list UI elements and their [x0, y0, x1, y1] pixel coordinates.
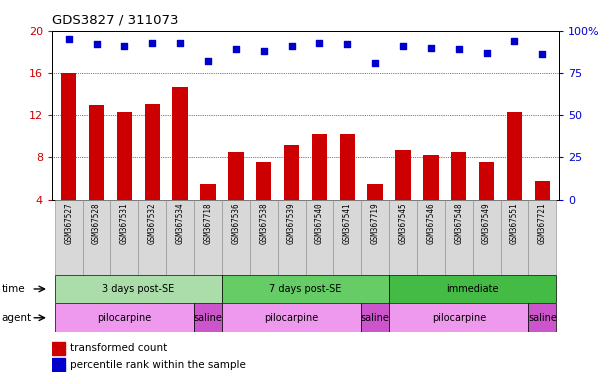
- Bar: [389, 303, 529, 332]
- Bar: [222, 303, 361, 332]
- Text: GSM367545: GSM367545: [398, 202, 408, 243]
- Bar: [250, 200, 277, 275]
- Text: agent: agent: [1, 313, 31, 323]
- Bar: [55, 275, 222, 303]
- Point: [454, 46, 464, 52]
- Bar: [89, 104, 104, 200]
- Text: GSM367718: GSM367718: [203, 202, 213, 243]
- Bar: [535, 181, 550, 200]
- Bar: [473, 200, 500, 275]
- Point: [398, 43, 408, 49]
- Point: [510, 38, 519, 44]
- Point: [231, 46, 241, 52]
- Bar: [389, 275, 556, 303]
- Bar: [277, 200, 306, 275]
- Bar: [55, 200, 82, 275]
- Bar: [172, 87, 188, 200]
- Bar: [451, 152, 466, 200]
- Bar: [222, 200, 250, 275]
- Bar: [417, 200, 445, 275]
- Text: GSM367551: GSM367551: [510, 202, 519, 243]
- Text: GSM367719: GSM367719: [371, 202, 379, 243]
- Bar: [445, 200, 473, 275]
- Text: saline: saline: [194, 313, 222, 323]
- Text: immediate: immediate: [447, 284, 499, 294]
- Text: GSM367538: GSM367538: [259, 202, 268, 243]
- Text: transformed count: transformed count: [70, 343, 167, 353]
- Text: time: time: [1, 284, 25, 294]
- Point: [120, 43, 130, 49]
- Point: [287, 43, 296, 49]
- Point: [203, 58, 213, 64]
- Point: [426, 45, 436, 51]
- Text: GSM367721: GSM367721: [538, 202, 547, 243]
- Bar: [395, 150, 411, 200]
- Text: GSM367528: GSM367528: [92, 202, 101, 243]
- Bar: [111, 200, 138, 275]
- Bar: [284, 145, 299, 200]
- Text: 7 days post-SE: 7 days post-SE: [269, 284, 342, 294]
- Bar: [361, 303, 389, 332]
- Text: saline: saline: [528, 313, 557, 323]
- Point: [315, 40, 324, 46]
- Text: GSM367540: GSM367540: [315, 202, 324, 243]
- Text: GSM367532: GSM367532: [148, 202, 157, 243]
- Text: 3 days post-SE: 3 days post-SE: [102, 284, 174, 294]
- Text: pilocarpine: pilocarpine: [265, 313, 319, 323]
- Bar: [52, 358, 65, 371]
- Bar: [145, 104, 160, 200]
- Bar: [340, 134, 355, 200]
- Point: [370, 60, 380, 66]
- Text: GSM367541: GSM367541: [343, 202, 352, 243]
- Bar: [61, 73, 76, 200]
- Bar: [423, 156, 439, 200]
- Text: GSM367527: GSM367527: [64, 202, 73, 243]
- Bar: [389, 200, 417, 275]
- Point: [342, 41, 352, 47]
- Bar: [117, 112, 132, 200]
- Text: GSM367531: GSM367531: [120, 202, 129, 243]
- Bar: [500, 200, 529, 275]
- Bar: [138, 200, 166, 275]
- Bar: [228, 152, 244, 200]
- Text: saline: saline: [360, 313, 390, 323]
- Text: GSM367548: GSM367548: [454, 202, 463, 243]
- Text: GSM367549: GSM367549: [482, 202, 491, 243]
- Point: [175, 40, 185, 46]
- Bar: [334, 200, 361, 275]
- Bar: [256, 162, 271, 200]
- Point: [92, 41, 101, 47]
- Bar: [82, 200, 111, 275]
- Point: [481, 50, 491, 56]
- Text: GDS3827 / 311073: GDS3827 / 311073: [52, 13, 178, 26]
- Bar: [222, 275, 389, 303]
- Bar: [52, 342, 65, 354]
- Point: [64, 36, 73, 42]
- Point: [259, 48, 269, 54]
- Point: [538, 51, 547, 58]
- Text: pilocarpine: pilocarpine: [97, 313, 152, 323]
- Bar: [312, 134, 327, 200]
- Bar: [507, 112, 522, 200]
- Text: percentile rank within the sample: percentile rank within the sample: [70, 360, 246, 370]
- Bar: [367, 184, 383, 200]
- Bar: [479, 162, 494, 200]
- Bar: [529, 200, 556, 275]
- Bar: [194, 303, 222, 332]
- Bar: [166, 200, 194, 275]
- Bar: [306, 200, 334, 275]
- Bar: [361, 200, 389, 275]
- Text: GSM367534: GSM367534: [175, 202, 185, 243]
- Text: GSM367546: GSM367546: [426, 202, 436, 243]
- Text: pilocarpine: pilocarpine: [431, 313, 486, 323]
- Text: GSM367536: GSM367536: [232, 202, 240, 243]
- Bar: [200, 184, 216, 200]
- Bar: [529, 303, 556, 332]
- Bar: [194, 200, 222, 275]
- Bar: [55, 303, 194, 332]
- Text: GSM367539: GSM367539: [287, 202, 296, 243]
- Point: [147, 40, 157, 46]
